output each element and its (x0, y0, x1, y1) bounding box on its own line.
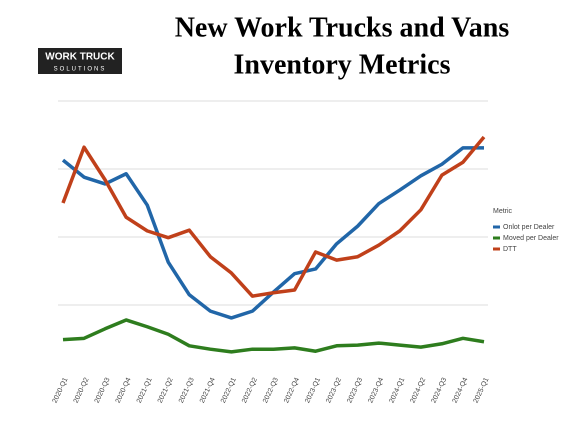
logo-box (38, 48, 122, 74)
x-tick-label: 2021-Q3 (178, 377, 196, 405)
legend-title: Metric (493, 208, 513, 215)
logo-text: WORK TRUCK (45, 52, 115, 63)
legend-label: DTT (503, 246, 517, 253)
x-tick-label: 2022-Q1 (220, 377, 238, 405)
legend-label: Onlot per Dealer (503, 224, 555, 231)
x-tick-label: 2023-Q1 (304, 377, 322, 405)
x-tick-label: 2025-Q1 (473, 377, 491, 405)
x-tick-label: 2024-Q2 (409, 377, 427, 405)
x-tick-label: 2023-Q2 (325, 377, 343, 405)
x-tick-label: 2020-Q1 (52, 377, 70, 405)
x-tick-label: 2020-Q3 (94, 377, 112, 405)
x-tick-label: 2020-Q2 (73, 377, 91, 405)
x-tick-label: 2021-Q2 (157, 377, 175, 405)
x-tick-label: 2021-Q4 (199, 377, 217, 405)
chart-title: Inventory Metrics (234, 49, 451, 80)
series-line (62, 318, 485, 354)
x-tick-label: 2020-Q4 (115, 377, 133, 405)
x-tick-label: 2024-Q1 (388, 377, 406, 405)
series-line (61, 135, 486, 298)
x-tick-label: 2023-Q3 (346, 377, 364, 405)
x-tick-label: 2024-Q3 (431, 377, 449, 405)
x-tick-label: 2023-Q4 (367, 377, 385, 405)
x-tick-label: 2022-Q3 (262, 377, 280, 405)
x-tick-label: 2022-Q4 (283, 377, 301, 405)
x-tick-label: 2024-Q4 (452, 377, 470, 405)
chart-title: New Work Trucks and Vans (175, 12, 510, 43)
logo-text: SOLUTIONS (54, 67, 107, 73)
x-tick-label: 2022-Q2 (241, 377, 259, 405)
x-tick-label: 2021-Q1 (136, 377, 154, 405)
legend-label: Moved per Dealer (503, 235, 559, 242)
